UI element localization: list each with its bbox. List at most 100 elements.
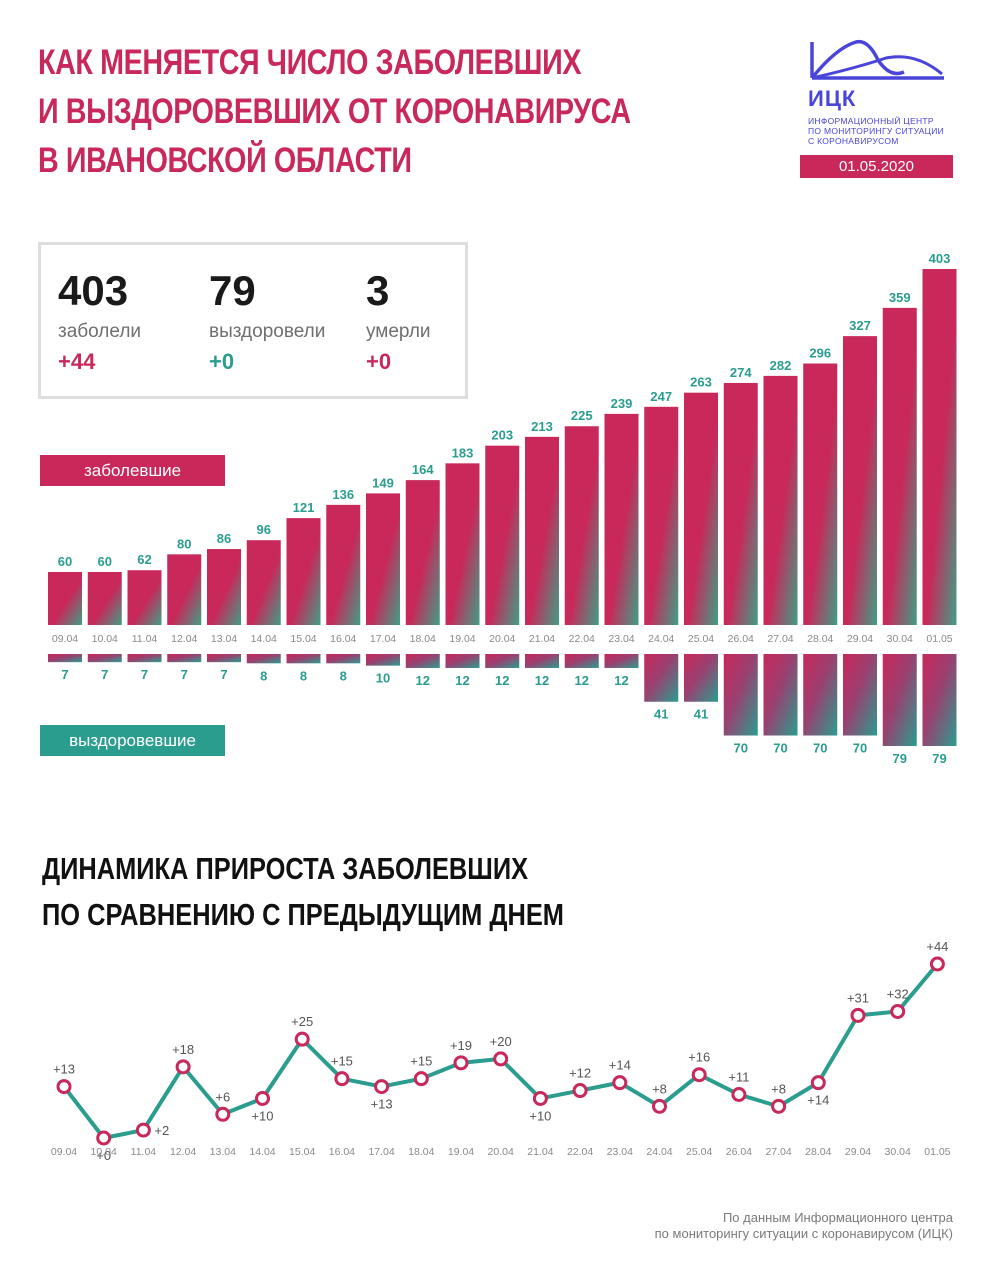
bar-sick-label-17.04: 149: [372, 475, 394, 490]
x-tick-01.05: 01.05: [926, 633, 952, 645]
bar-sick-label-16.04: 136: [332, 487, 354, 502]
growth-point-19.04: [453, 1055, 469, 1071]
bar-recovered-30.04: [882, 654, 917, 746]
growth-label-14.04: +10: [251, 1108, 273, 1123]
growth-point-12.04: [175, 1059, 191, 1075]
bar-recovered-label-17.04: 10: [376, 671, 390, 686]
stat-deaths-label: умерли: [366, 321, 431, 342]
bar-sick-label-11.04: 62: [137, 552, 151, 567]
bar-sick-27.04: [763, 375, 798, 625]
bar-sick-18.04: [405, 480, 440, 625]
growth-title-line-1: ДИНАМИКА ПРИРОСТА ЗАБОЛЕВШИХ: [42, 851, 529, 886]
bar-recovered-label-01.05: 79: [932, 751, 946, 766]
bar-recovered-10.04: [87, 654, 122, 663]
growth-line-chart: +13 09.04 +010.04 +2 11.04 +18 12.04 +6 13.04 +10…: [51, 939, 951, 1163]
growth-point-17.04: [374, 1079, 390, 1095]
stat-deaths-value: 3: [366, 267, 390, 314]
x-tick-13.04: 13.04: [211, 633, 237, 645]
stat-recovered-label: выздоровели: [209, 321, 326, 342]
bar-recovered-22.04: [564, 654, 599, 668]
growth-x-tick-23.04: 23.04: [607, 1146, 633, 1158]
growth-point-26.04: [731, 1087, 747, 1102]
bar-sick-label-24.04: 247: [650, 389, 672, 404]
x-tick-09.04: 09.04: [52, 633, 78, 645]
growth-x-tick-20.04: 20.04: [488, 1146, 514, 1158]
bar-recovered-18.04: [405, 654, 440, 668]
bar-sick-label-21.04: 213: [531, 419, 553, 434]
logo-abbr: ИЦК: [808, 86, 857, 111]
bar-sick-26.04: [723, 382, 758, 625]
growth-point-23.04: [612, 1075, 628, 1091]
growth-point-09.04: [56, 1079, 72, 1095]
growth-x-tick-27.04: 27.04: [765, 1146, 791, 1158]
bar-recovered-09.04: [48, 654, 82, 663]
stat-recovered: 79 выздоровели +0: [209, 267, 325, 375]
bar-recovered-13.04: [207, 654, 241, 663]
bar-sick-13.04: [207, 549, 241, 625]
growth-label-30.04: +32: [887, 986, 909, 1001]
growth-x-tick-14.04: 14.04: [249, 1146, 275, 1158]
x-tick-10.04: 10.04: [92, 633, 118, 645]
growth-x-tick-28.04: 28.04: [805, 1146, 831, 1158]
growth-point-15.04: [294, 1031, 310, 1047]
bar-sick-21.04: [525, 436, 559, 625]
growth-x-tick-12.04: 12.04: [170, 1146, 196, 1158]
growth-label-19.04: +19: [450, 1038, 472, 1053]
growth-point-20.04: [493, 1051, 509, 1067]
bar-recovered-27.04: [763, 654, 798, 736]
stat-deaths-delta: +0: [366, 349, 392, 374]
growth-point-18.04: [413, 1071, 429, 1087]
growth-line: [62, 962, 939, 1140]
growth-label-10.04: +0: [96, 1148, 111, 1163]
source-note: По данным Информационного центра по мони…: [655, 1210, 953, 1242]
bar-recovered-label-28.04: 70: [813, 741, 827, 756]
bar-recovered-label-09.04: 7: [61, 667, 68, 682]
growth-label-17.04: +13: [371, 1097, 393, 1112]
bar-recovered-label-11.04: 7: [141, 667, 148, 682]
stat-sick: 403 заболели +44: [58, 267, 141, 375]
growth-x-tick-29.04: 29.04: [845, 1146, 871, 1158]
growth-label-26.04: +11: [728, 1070, 749, 1085]
bar-sick-label-25.04: 263: [690, 375, 712, 390]
growth-label-24.04: +8: [652, 1081, 667, 1096]
bar-recovered-25.04: [684, 654, 718, 702]
bar-recovered-label-15.04: 8: [300, 668, 307, 683]
bar-recovered-label-26.04: 70: [734, 741, 748, 756]
bar-sick-17.04: [366, 493, 400, 625]
legend-sick: заболевшие: [40, 455, 225, 486]
bar-sick-25.04: [684, 392, 718, 625]
bar-recovered-16.04: [326, 654, 361, 664]
growth-x-tick-24.04: 24.04: [646, 1146, 672, 1158]
growth-label-11.04: +2: [154, 1123, 169, 1138]
growth-x-tick-15.04: 15.04: [289, 1146, 315, 1158]
bar-sick-label-13.04: 86: [217, 531, 231, 546]
growth-label-13.04: +6: [215, 1089, 230, 1104]
x-tick-14.04: 14.04: [251, 633, 277, 645]
bar-recovered-label-14.04: 8: [260, 668, 267, 683]
logo-wave-icon: [810, 39, 944, 80]
x-tick-24.04: 24.04: [648, 633, 674, 645]
x-tick-27.04: 27.04: [767, 633, 793, 645]
growth-point-11.04: [135, 1122, 151, 1138]
bar-sick-28.04: [803, 363, 838, 625]
x-tick-21.04: 21.04: [529, 633, 555, 645]
stat-deaths: 3 умерли +0: [366, 267, 431, 375]
bar-sick-label-30.04: 359: [889, 290, 911, 305]
bar-sick-19.04: [445, 463, 480, 625]
x-tick-22.04: 22.04: [569, 633, 595, 645]
growth-x-tick-25.04: 25.04: [686, 1146, 712, 1158]
bar-recovered-label-19.04: 12: [455, 673, 469, 688]
bar-recovered-29.04: [843, 654, 877, 736]
growth-point-27.04: [771, 1098, 787, 1114]
bar-recovered-label-13.04: 7: [220, 667, 227, 682]
growth-x-tick-13.04: 13.04: [210, 1146, 236, 1158]
growth-label-29.04: +31: [847, 990, 869, 1005]
bar-sick-label-27.04: 282: [770, 358, 792, 373]
bar-sick-label-23.04: 239: [611, 396, 633, 411]
bar-recovered-20.04: [485, 654, 520, 668]
bar-sick-label-14.04: 96: [257, 522, 271, 537]
bar-sick-09.04: [48, 571, 82, 625]
bar-sick-10.04: [87, 571, 122, 625]
growth-title-line-2: ПО СРАВНЕНИЮ С ПРЕДЫДУЩИМ ДНЕМ: [42, 897, 564, 932]
title-line-3: В ИВАНОВСКОЙ ОБЛАСТИ: [38, 141, 412, 180]
